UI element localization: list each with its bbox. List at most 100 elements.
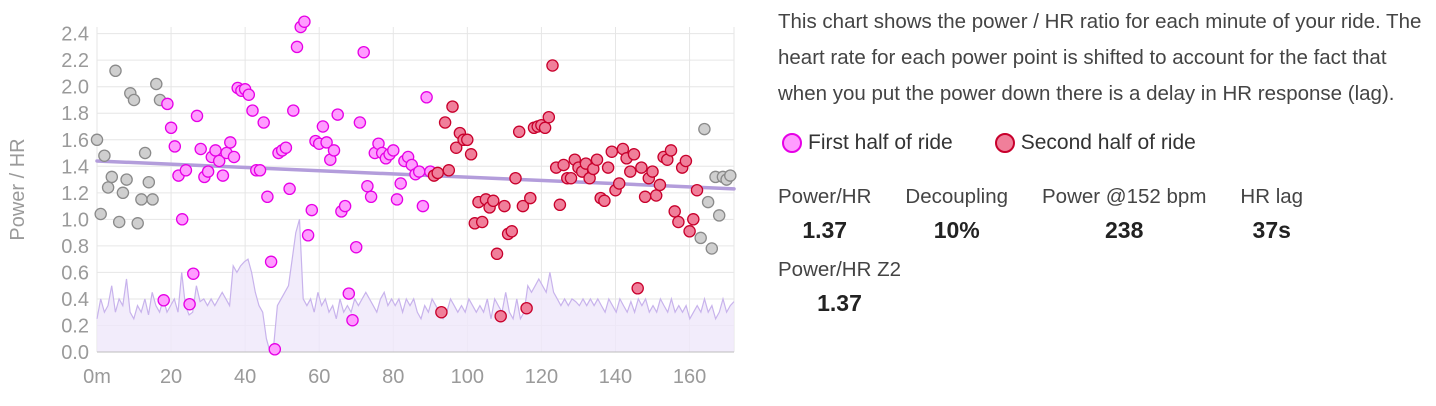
data-point-second [590, 153, 604, 166]
hr-area-fill [97, 219, 734, 352]
y-tick-label: 0.2 [61, 315, 89, 337]
chart-description: This chart shows the power / HR ratio fo… [778, 10, 1422, 105]
x-tick-label: 160 [673, 366, 706, 388]
data-point-first [246, 104, 259, 117]
stat-hr-lag-value: 37s [1252, 217, 1291, 243]
data-point-excluded [105, 170, 119, 184]
data-point-second [605, 145, 619, 158]
data-point-second [494, 309, 507, 323]
data-point-first [253, 164, 267, 177]
data-point-second [557, 158, 570, 172]
data-point-first [227, 150, 241, 164]
data-point-first [361, 179, 374, 193]
data-point-excluded [116, 186, 130, 200]
power-hr-chart: 0.0 0.2 0.4 0.6 0.8 1.0 1.2 1.4 1.6 1.8 2.0 2.2 2.4 0… [7, 15, 737, 388]
data-point-first [305, 203, 319, 217]
stat-decoupling: Decoupling 10% [905, 185, 1008, 244]
legend-item-second-half[interactable]: Second half of ride [991, 131, 1196, 155]
data-point-second [442, 164, 456, 177]
data-point-first [412, 165, 426, 178]
data-point-first [320, 136, 333, 149]
data-point-first [353, 116, 367, 129]
data-point-excluded [90, 133, 104, 147]
x-tick-label: 80 [382, 366, 404, 388]
y-tick-label: 1.0 [61, 209, 89, 231]
data-point-excluded [698, 122, 711, 136]
data-point-first [209, 144, 222, 157]
y-tick-label: 1.2 [61, 183, 89, 205]
data-point-excluded [146, 193, 159, 206]
stats-grid: Power/HR 1.37 Decoupling 10% Power @152 … [778, 185, 1428, 331]
legend-second-half-label: Second half of ride [1020, 131, 1196, 154]
data-point-second [601, 161, 615, 174]
data-point-second [464, 148, 478, 161]
data-point-first [157, 294, 170, 307]
data-point-second [431, 166, 444, 180]
data-point-first [394, 177, 407, 190]
stat-hr-lag: HR lag 37s [1240, 185, 1303, 244]
data-point-first [194, 142, 207, 156]
data-point-excluded [712, 209, 726, 222]
data-point-excluded [705, 242, 719, 255]
data-point-second [449, 141, 463, 154]
legend: First half of ride Second half of ride [778, 131, 1428, 155]
stat-power-hr-label: Power/HR [778, 185, 872, 208]
data-point-excluded [109, 64, 122, 78]
data-point-second [553, 198, 567, 212]
data-point-first [216, 169, 230, 182]
data-point-second [635, 161, 648, 174]
data-point-first [331, 108, 344, 121]
stat-power-hr: Power/HR 1.37 [778, 185, 871, 244]
y-axis-label: Power / HR [7, 138, 29, 240]
data-point-first [224, 136, 237, 149]
data-point-excluded [138, 146, 152, 160]
data-point-first [190, 109, 204, 123]
data-point-first [201, 165, 215, 178]
data-point-second [438, 116, 452, 129]
data-point-first [161, 97, 174, 111]
data-point-second [627, 148, 641, 161]
stat-power-hr-value: 1.37 [802, 217, 848, 243]
data-point-excluded [701, 195, 715, 209]
data-point-second [631, 282, 644, 295]
y-tick-label: 0.4 [61, 289, 89, 311]
data-point-second [475, 215, 489, 229]
data-point-first [316, 120, 330, 133]
y-tick-label: 2.0 [61, 77, 89, 99]
stat-power-hr-z2-value: 1.37 [817, 290, 862, 316]
data-point-second [498, 199, 511, 213]
x-tick-label: 60 [308, 366, 330, 388]
data-point-excluded [694, 231, 707, 245]
data-point-second [668, 205, 681, 218]
data-point-excluded [101, 181, 115, 194]
y-tick-label: 2.2 [61, 50, 89, 72]
data-point-second [664, 144, 678, 157]
data-point-first [164, 121, 178, 135]
data-point-second [672, 215, 685, 229]
data-point-second [683, 225, 696, 238]
data-point-second [679, 154, 693, 168]
data-point-first [346, 313, 359, 327]
y-tick-label: 1.4 [61, 156, 89, 178]
y-tick-label: 1.8 [61, 103, 89, 125]
y-tick-label: 1.6 [61, 130, 89, 152]
x-tick-label: 140 [599, 366, 632, 388]
data-point-second [512, 125, 526, 139]
x-tick-label: 120 [525, 366, 558, 388]
data-point-excluded [127, 93, 141, 107]
data-point-first [416, 199, 430, 213]
legend-item-first-half[interactable]: First half of ride [778, 131, 953, 155]
data-point-second [624, 165, 637, 178]
data-point-first [298, 15, 311, 28]
data-point-second [612, 177, 626, 190]
data-point-first [183, 297, 196, 311]
data-point-first [168, 140, 182, 153]
hr-area-line [96, 219, 735, 354]
x-tick-label: 100 [451, 366, 484, 388]
data-point-first [175, 213, 189, 226]
data-point-excluded [94, 207, 107, 221]
data-point-second [542, 110, 556, 124]
data-point-second [638, 190, 652, 204]
data-point-first [349, 240, 363, 254]
data-point-second [505, 225, 519, 238]
